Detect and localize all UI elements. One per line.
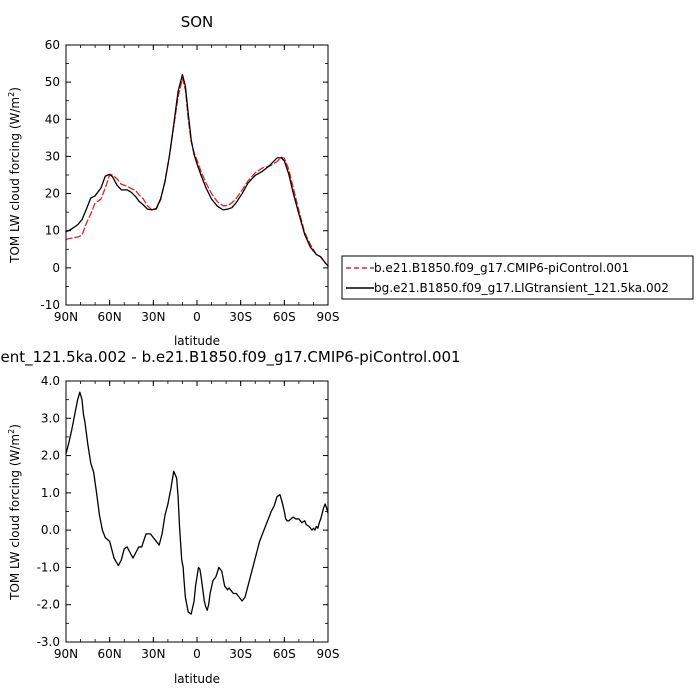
bottom-x-tick-label: 60N bbox=[98, 647, 122, 661]
legend: b.e21.B1850.f09_g17.CMIP6-piControl.001 … bbox=[341, 255, 694, 300]
bottom-x-tick-label: 90S bbox=[317, 647, 340, 661]
bottom-chart: LIGtransient_121.5ka.002 - b.e21.B1850.f… bbox=[0, 348, 461, 686]
bottom-x-tick-label: 60S bbox=[273, 647, 296, 661]
top-chart: SON 90N 60N 30N 0 30S 60S 90S6050403020100-10 … bbox=[7, 13, 339, 348]
bottom-y-tick-label: 3.0 bbox=[41, 411, 60, 425]
bottom-y-tick-label: 0.0 bbox=[41, 523, 60, 537]
bottom-y-axis-label: TOM LW cloud forcing (W/m2) bbox=[7, 424, 22, 601]
bottom-x-tick-label: 30S bbox=[229, 647, 252, 661]
top-x-tick-label: 90S bbox=[317, 310, 340, 324]
bottom-y-tick-label: -1.0 bbox=[37, 560, 60, 574]
top-axes: 90N 60N 30N 0 30S 60S 90S 60 50 40 30 20 10 0 -10 bbox=[40, 38, 339, 324]
top-x-tick-label: 30S bbox=[229, 310, 252, 324]
bottom-series-line-0 bbox=[65, 391, 329, 615]
top-chart-title: SON bbox=[181, 13, 214, 31]
top-x-axis-label: latitude bbox=[174, 334, 220, 348]
legend-label-lig: bg.e21.B1850.f09_g17.LIGtransient_121.5k… bbox=[374, 281, 669, 295]
bottom-x-tick-label: 0 bbox=[193, 647, 201, 661]
top-x-tick-label: 0 bbox=[193, 310, 201, 324]
top-y-tick-label: 40 bbox=[45, 112, 60, 126]
top-y-axis-label: TOM LW cloud forcing (W/m2) bbox=[7, 87, 22, 264]
top-x-tick-label: 90N bbox=[54, 310, 78, 324]
bottom-y-tick-label: -2.0 bbox=[37, 598, 60, 612]
top-y-tick-label: 50 bbox=[45, 75, 60, 89]
legend-label-control: b.e21.B1850.f09_g17.CMIP6-piControl.001 bbox=[374, 261, 629, 275]
bottom-x-tick-label: 30N bbox=[141, 647, 165, 661]
bottom-axes: 90N 60N 30N 0 30S 60S 90S 4.0 3.0 2.0 1.0 0.0 -1.0 -2… bbox=[37, 374, 340, 661]
bottom-x-axis-label: latitude bbox=[174, 672, 220, 686]
bottom-plot-frame bbox=[65, 380, 329, 643]
bottom-y-tick-label: -3.0 bbox=[37, 635, 60, 649]
top-series-group bbox=[65, 74, 329, 267]
bottom-x-tick-label: 90N bbox=[54, 647, 78, 661]
top-y-tick-label: 10 bbox=[45, 224, 60, 238]
top-y-tick-label: -10 bbox=[40, 298, 60, 312]
top-y-tick-label: 0 bbox=[52, 261, 60, 275]
legend-box bbox=[341, 255, 694, 300]
bottom-y-tick-label: 1.0 bbox=[41, 486, 60, 500]
bottom-chart-title: LIGtransient_121.5ka.002 - b.e21.B1850.f… bbox=[0, 348, 461, 367]
bottom-series-group bbox=[65, 391, 329, 615]
bottom-y-tick-label: 4.0 bbox=[41, 374, 60, 388]
top-series-line-1 bbox=[65, 74, 329, 267]
top-x-tick-label: 60N bbox=[98, 310, 122, 324]
bottom-y-tick-label: 2.0 bbox=[41, 449, 60, 463]
top-y-tick-label: 20 bbox=[45, 187, 60, 201]
top-x-tick-label: 30N bbox=[141, 310, 165, 324]
top-y-tick-label: 30 bbox=[45, 149, 60, 163]
top-y-tick-label: 60 bbox=[45, 38, 60, 52]
top-x-tick-label: 60S bbox=[273, 310, 296, 324]
